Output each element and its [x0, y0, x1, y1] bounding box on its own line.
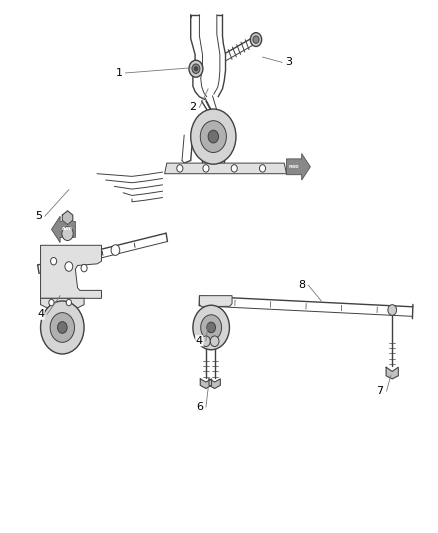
Circle shape [193, 305, 230, 350]
Circle shape [207, 322, 215, 333]
Circle shape [210, 336, 219, 346]
Polygon shape [286, 154, 311, 180]
Text: 7: 7 [377, 386, 384, 396]
Circle shape [111, 245, 120, 255]
Circle shape [189, 60, 203, 77]
Text: 4: 4 [37, 309, 44, 319]
Polygon shape [386, 367, 398, 379]
Text: 5: 5 [35, 211, 42, 221]
Circle shape [208, 130, 219, 143]
Polygon shape [199, 296, 232, 307]
Text: 8: 8 [298, 280, 305, 290]
Polygon shape [51, 216, 75, 243]
Circle shape [81, 264, 87, 272]
Circle shape [65, 262, 73, 271]
Circle shape [231, 165, 237, 172]
Circle shape [57, 321, 67, 333]
Polygon shape [62, 211, 73, 224]
Circle shape [201, 315, 222, 340]
Circle shape [49, 300, 54, 306]
Text: 1: 1 [115, 68, 122, 78]
Circle shape [201, 336, 210, 346]
Circle shape [200, 120, 226, 152]
Text: 4: 4 [196, 336, 203, 346]
Polygon shape [41, 298, 84, 310]
Circle shape [388, 305, 396, 316]
Circle shape [66, 300, 71, 306]
Polygon shape [165, 163, 286, 174]
Circle shape [50, 257, 57, 265]
Polygon shape [200, 379, 212, 389]
Circle shape [50, 313, 74, 342]
Text: 2: 2 [189, 102, 197, 112]
Circle shape [192, 64, 200, 74]
Circle shape [177, 165, 183, 172]
Text: 3: 3 [285, 58, 292, 67]
Polygon shape [41, 245, 102, 298]
Polygon shape [209, 379, 220, 389]
Circle shape [41, 301, 84, 354]
Circle shape [203, 165, 209, 172]
Text: AWD: AWD [62, 228, 73, 231]
Circle shape [194, 67, 198, 71]
Text: 6: 6 [196, 402, 203, 412]
Circle shape [253, 36, 259, 43]
Text: FWD: FWD [289, 165, 300, 169]
Circle shape [191, 109, 236, 164]
Circle shape [259, 165, 265, 172]
Circle shape [62, 227, 73, 240]
Circle shape [251, 33, 261, 46]
